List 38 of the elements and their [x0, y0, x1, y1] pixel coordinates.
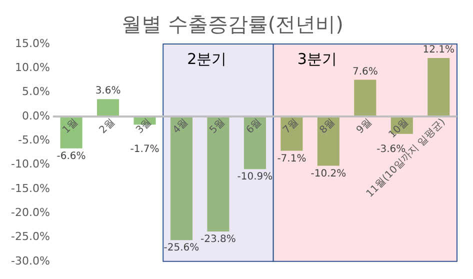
data-label: 12.1%	[422, 44, 455, 56]
bar	[207, 116, 230, 232]
data-label: -10.9%	[237, 172, 273, 183]
y-tick-label: -10.0%	[10, 158, 50, 171]
y-tick-label: 0.0%	[22, 109, 50, 122]
y-tick-label: 15.0%	[14, 36, 50, 50]
bar	[244, 116, 266, 170]
x-tick-label: 9월	[354, 116, 374, 136]
x-tick-label: 6월	[244, 116, 264, 136]
band-label: 3분기	[297, 50, 337, 68]
data-label: 7.6%	[352, 66, 378, 78]
data-label: -6.6%	[56, 150, 86, 162]
x-tick-label: 3월	[134, 116, 154, 136]
chart-title: 월별 수출증감률(전년비)	[122, 12, 344, 36]
data-label: -7.1%	[277, 153, 306, 164]
data-label: -1.7%	[130, 144, 160, 156]
y-tick-label: -5.0%	[18, 133, 50, 146]
x-tick-label: 1월	[60, 116, 80, 136]
data-label: -25.6%	[164, 242, 200, 254]
data-label: -10.2%	[310, 168, 346, 180]
y-tick-label: 5.0%	[22, 85, 50, 98]
bar	[428, 58, 450, 116]
y-tick-label: -25.0%	[10, 230, 50, 244]
x-tick-label: 8월	[318, 116, 338, 136]
bar	[354, 80, 376, 116]
x-tick-label: 7월	[281, 116, 301, 136]
x-tick-label: 2월	[98, 116, 117, 136]
y-tick-label: -15.0%	[10, 182, 50, 195]
x-tick-label: 5월	[208, 116, 228, 136]
y-tick-label: 10.0%	[14, 61, 50, 74]
bar	[96, 99, 120, 116]
data-label: -23.8%	[200, 234, 236, 246]
data-label: 3.6%	[95, 86, 121, 97]
band-label: 2분기	[187, 50, 227, 68]
bar	[170, 116, 193, 240]
x-tick-label: 4월	[171, 116, 190, 136]
y-tick-label: -30.0%	[10, 254, 50, 268]
y-tick-label: -20.0%	[10, 206, 50, 219]
